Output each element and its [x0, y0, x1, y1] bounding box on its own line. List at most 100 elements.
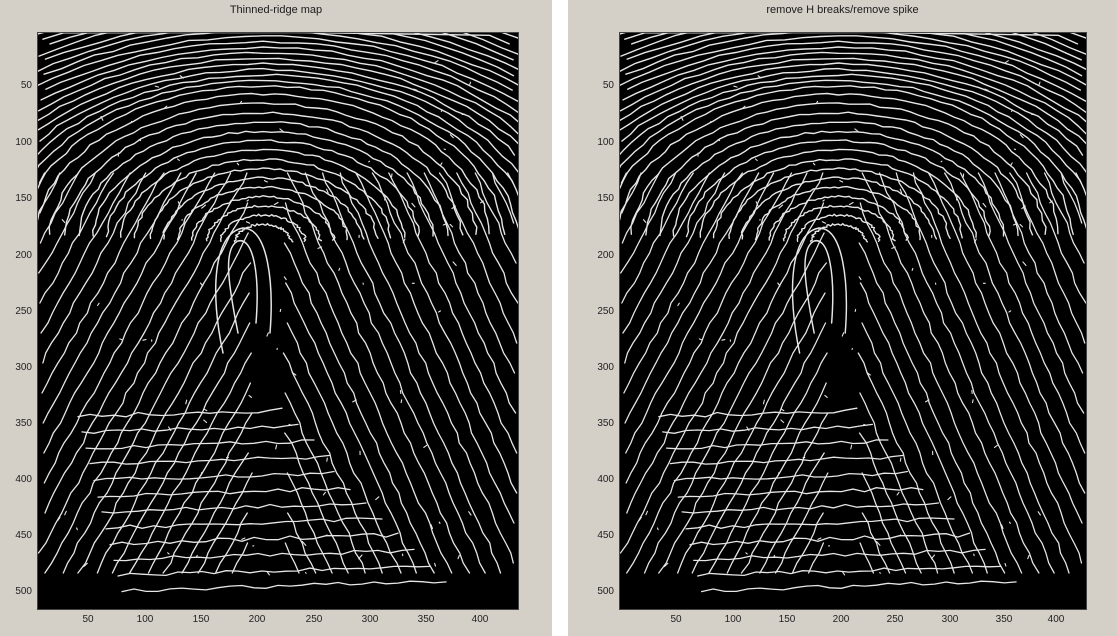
- ridge-line: [275, 444, 278, 450]
- ridge-line: [507, 172, 514, 184]
- ridge-line: [61, 219, 66, 223]
- x-tick-label: 300: [361, 614, 379, 625]
- ridge-line: [791, 512, 824, 574]
- ridge-line: [438, 521, 441, 524]
- ridge-line: [859, 392, 939, 574]
- ridge-line: [1010, 162, 1013, 167]
- ridge-line: [626, 40, 1086, 114]
- ridge-line: [442, 223, 447, 226]
- ridge-line: [622, 172, 711, 334]
- ridge-line: [326, 457, 328, 462]
- ridge-line: [326, 188, 329, 194]
- ridge-line: [456, 172, 518, 304]
- ridge-line: [850, 444, 853, 450]
- ridge-line: [1038, 81, 1041, 86]
- ridge-line: [97, 487, 351, 498]
- ridge-line: [861, 512, 891, 574]
- ridge-line: [899, 188, 903, 194]
- ridge-line: [38, 33, 510, 45]
- ridge-line: [1075, 172, 1082, 184]
- ridge-line: [817, 537, 822, 540]
- ridge-line: [1043, 172, 1085, 264]
- ridge-line: [620, 92, 1059, 235]
- ridge-line: [971, 399, 974, 404]
- ridge-line: [100, 115, 104, 121]
- ridge-line: [44, 202, 249, 574]
- ridge-line: [698, 338, 702, 341]
- ridge-line: [689, 532, 971, 546]
- ridge-line: [643, 232, 825, 574]
- figure-title: remove H breaks/remove spike: [766, 4, 919, 16]
- ridge-line: [1060, 172, 1083, 224]
- ridge-line: [167, 552, 170, 555]
- ridge-line: [630, 102, 1047, 235]
- ridge-line: [469, 81, 472, 86]
- ridge-line: [181, 452, 249, 574]
- ridge-line: [413, 88, 418, 91]
- ridge-line: [301, 540, 307, 546]
- ridge-line: [283, 276, 287, 281]
- ridge-line: [662, 423, 874, 434]
- ridge-line: [700, 580, 1017, 593]
- ridge-line: [434, 562, 437, 567]
- ridge-line: [984, 88, 989, 91]
- ridge-line: [1001, 524, 1004, 530]
- ridge-line: [338, 267, 341, 271]
- y-tick-label: 100: [597, 137, 614, 148]
- ridge-line: [355, 172, 515, 524]
- ridge-line: [677, 302, 680, 307]
- ridge-line: [620, 33, 1079, 45]
- ridge-line: [76, 527, 78, 531]
- ridge-line: [128, 352, 252, 574]
- ridge-line: [1008, 310, 1012, 313]
- ridge-line: [203, 419, 208, 424]
- ridge-line: [38, 172, 46, 184]
- ridge-line: [1008, 521, 1011, 524]
- ridge-line: [305, 571, 307, 574]
- ridge-line: [177, 201, 181, 207]
- ridge-line: [283, 242, 435, 574]
- ridge-line: [438, 310, 442, 313]
- ridge-line: [924, 399, 930, 403]
- ridge-line: [42, 172, 147, 364]
- ridge-line: [273, 201, 279, 206]
- ridge-line: [430, 524, 434, 530]
- ridge-line: [423, 444, 428, 448]
- ridge-line: [663, 562, 669, 568]
- ridge-line: [44, 172, 232, 514]
- x-tick-label: 300: [941, 614, 959, 625]
- ridge-line: [620, 172, 627, 184]
- y-tick-label: 200: [597, 250, 614, 261]
- ridge-line: [451, 205, 457, 210]
- y-tick-label: 100: [15, 137, 32, 148]
- ridge-image-axes: [37, 32, 519, 610]
- ridge-line: [288, 423, 293, 426]
- ridge-line: [930, 554, 936, 560]
- ridge-line: [626, 33, 1083, 77]
- ridge-line: [642, 219, 647, 223]
- ridge-line: [624, 172, 726, 364]
- ridge-line: [1027, 554, 1030, 560]
- ridge-line: [621, 172, 642, 214]
- ridge-line: [620, 172, 824, 554]
- ridge-line: [977, 172, 1085, 414]
- ridge-line: [384, 195, 386, 201]
- ridge-line: [859, 282, 988, 574]
- ridge-line: [841, 332, 845, 337]
- ridge-line: [780, 408, 785, 412]
- ridge-line: [812, 162, 816, 166]
- ridge-line: [773, 554, 776, 558]
- ridge-line: [284, 392, 366, 574]
- ridge-line: [263, 180, 268, 183]
- ridge-line: [41, 172, 165, 394]
- ridge-line: [325, 534, 328, 537]
- ridge-line: [433, 60, 439, 64]
- ridge-line: [621, 172, 660, 244]
- ridge-line: [195, 554, 198, 558]
- ridge-line: [227, 240, 258, 334]
- ridge-line: [317, 246, 323, 249]
- ridge-line: [626, 202, 825, 574]
- ridge-line: [842, 571, 846, 576]
- ridge-line: [285, 282, 417, 574]
- ridge-line: [681, 502, 940, 514]
